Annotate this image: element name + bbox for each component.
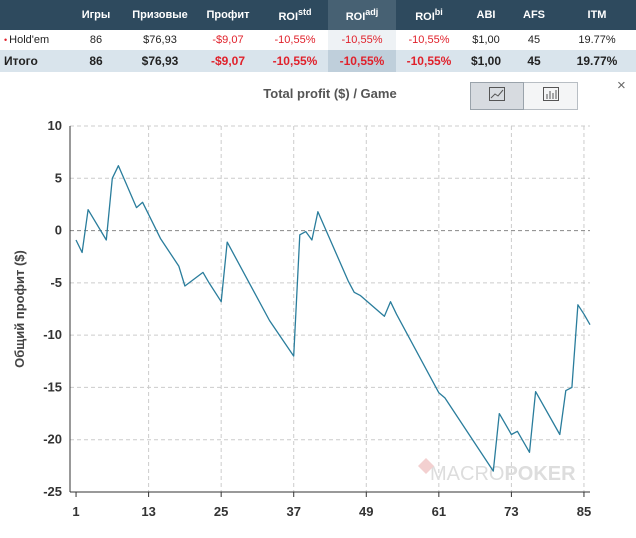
line-chart-icon bbox=[489, 86, 505, 106]
x-tick-label: 1 bbox=[72, 504, 79, 519]
cell-roi-std: -10,55% bbox=[262, 30, 328, 50]
header-abi[interactable]: ABI bbox=[462, 0, 510, 30]
axes bbox=[69, 126, 590, 497]
header-profit[interactable]: Профит bbox=[194, 0, 262, 30]
header-games[interactable]: Игры bbox=[66, 0, 126, 30]
cell-games: 86 bbox=[66, 30, 126, 50]
y-tick-label: -15 bbox=[43, 379, 62, 394]
cell-roi-adj: -10,55% bbox=[328, 30, 396, 50]
x-tick-labels: 1 13 25 37 49 61 73 85 bbox=[72, 504, 591, 519]
bar-chart-button[interactable] bbox=[524, 82, 578, 110]
header-roi-std[interactable]: ROIstd bbox=[262, 0, 328, 30]
cell-games: 86 bbox=[66, 50, 126, 72]
x-tick-label: 25 bbox=[214, 504, 228, 519]
cell-abi: $1,00 bbox=[462, 50, 510, 72]
y-tick-label: 5 bbox=[55, 170, 62, 185]
cell-prize: $76,93 bbox=[126, 50, 194, 72]
cell-profit: -$9,07 bbox=[194, 50, 262, 72]
x-tick-label: 61 bbox=[432, 504, 446, 519]
cell-prize: $76,93 bbox=[126, 30, 194, 50]
profit-series-line bbox=[75, 165, 591, 472]
cell-roi-bi: -10,55% bbox=[396, 50, 462, 72]
x-tick-label: 85 bbox=[577, 504, 591, 519]
table-header-row: Игры Призовые Профит ROIstd ROIadj ROIbi… bbox=[0, 0, 636, 30]
table-total-row: Итого 86 $76,93 -$9,07 -10,55% -10,55% -… bbox=[0, 50, 636, 72]
bar-chart-icon bbox=[542, 86, 559, 106]
expand-bullet-icon[interactable]: • bbox=[4, 35, 8, 45]
x-tick-label: 73 bbox=[504, 504, 518, 519]
cell-itm: 19.77% bbox=[558, 50, 636, 72]
stats-table: Игры Призовые Профит ROIstd ROIadj ROIbi… bbox=[0, 0, 636, 72]
y-tick-label: -5 bbox=[50, 275, 62, 290]
x-tick-label: 49 bbox=[359, 504, 373, 519]
y-tick-label: -10 bbox=[43, 327, 62, 342]
cell-itm: 19.77% bbox=[558, 30, 636, 50]
y-tick-label: 10 bbox=[48, 118, 62, 133]
line-chart-button[interactable] bbox=[470, 82, 524, 110]
row-name-cell: • Hold'em bbox=[0, 30, 66, 50]
header-roi-bi[interactable]: ROIbi bbox=[396, 0, 462, 30]
y-tick-label: 0 bbox=[55, 223, 62, 238]
chart-title: Total profit ($) / Game bbox=[263, 86, 397, 101]
watermark-logo-icon bbox=[418, 458, 434, 474]
table-row[interactable]: • Hold'em 86 $76,93 -$9,07 -10,55% -10,55… bbox=[0, 30, 636, 50]
y-tick-label: -25 bbox=[43, 484, 62, 499]
row-name: Итого bbox=[0, 50, 66, 72]
grid-lines bbox=[70, 125, 590, 492]
y-tick-label: -20 bbox=[43, 432, 62, 447]
header-name[interactable] bbox=[0, 0, 66, 30]
cell-abi: $1,00 bbox=[462, 30, 510, 50]
y-axis-label: Общий профит ($) bbox=[12, 250, 27, 368]
cell-roi-bi: -10,55% bbox=[396, 30, 462, 50]
header-itm[interactable]: ITM bbox=[558, 0, 636, 30]
chart-panel: Total profit ($) / Game × bbox=[0, 74, 636, 538]
cell-afs: 45 bbox=[510, 50, 558, 72]
watermark-logo: MACROPOKER bbox=[430, 463, 576, 485]
close-icon[interactable]: × bbox=[617, 77, 626, 94]
y-tick-labels: 10 5 0 -5 -10 -15 -20 -25 bbox=[43, 118, 62, 499]
series-layer bbox=[75, 165, 591, 472]
x-tick-label: 37 bbox=[286, 504, 300, 519]
chart-type-toggle bbox=[470, 82, 578, 110]
header-afs[interactable]: AFS bbox=[510, 0, 558, 30]
header-roi-adj[interactable]: ROIadj bbox=[328, 0, 396, 30]
row-name: Hold'em bbox=[9, 34, 50, 46]
cell-roi-adj: -10,55% bbox=[328, 50, 396, 72]
cell-roi-std: -10,55% bbox=[262, 50, 328, 72]
header-prize[interactable]: Призовые bbox=[126, 0, 194, 30]
cell-profit: -$9,07 bbox=[194, 30, 262, 50]
profit-line-chart: 10 5 0 -5 -10 -15 -20 -25 1 13 25 37 49 61 73 85 MACRO… bbox=[12, 118, 591, 519]
cell-afs: 45 bbox=[510, 30, 558, 50]
x-tick-label: 13 bbox=[141, 504, 155, 519]
